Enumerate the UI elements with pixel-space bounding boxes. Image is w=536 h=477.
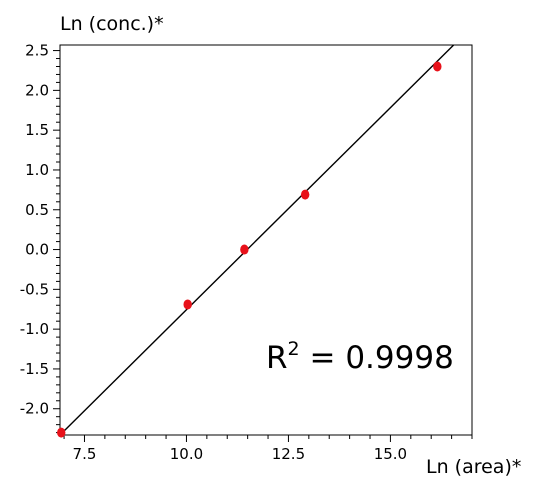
x-axis-label: Ln (area)* — [426, 456, 521, 477]
y-tick-label: 1.5 — [25, 121, 49, 139]
x-tick-label: 7.5 — [73, 445, 97, 463]
regression-line — [59, 44, 455, 436]
y-axis-ticks: 2.5 2.0 1.5 1.0 0.5 0.0 -0.5 -1.0 -1.5 -2.0 — [20, 42, 60, 434]
data-point — [433, 61, 442, 72]
y-tick-label: 0.0 — [25, 241, 49, 259]
y-axis-label: Ln (conc.)* — [60, 13, 164, 35]
y-tick-label: -1.5 — [20, 360, 49, 378]
data-point — [57, 427, 66, 438]
x-tick-label: 12.5 — [272, 445, 305, 463]
y-tick-label: -0.5 — [20, 280, 49, 298]
y-tick-label: -2.0 — [20, 400, 49, 418]
x-axis-ticks: 7.5 10.0 12.5 15.0 — [63, 435, 473, 463]
y-tick-label: 0.5 — [25, 201, 49, 219]
data-point — [240, 244, 249, 255]
x-tick-label: 15.0 — [374, 445, 407, 463]
data-points — [57, 61, 442, 438]
y-tick-label: 2.5 — [25, 42, 49, 60]
r-squared-annotation: R2 = 0.9998 — [266, 338, 454, 376]
data-point — [300, 189, 310, 200]
y-tick-label: 1.0 — [25, 161, 49, 179]
plot-frame — [59, 44, 473, 436]
y-tick-label: -1.0 — [20, 320, 49, 338]
y-tick-label: 2.0 — [25, 81, 49, 99]
x-tick-label: 10.0 — [170, 445, 203, 463]
data-point — [183, 299, 192, 310]
